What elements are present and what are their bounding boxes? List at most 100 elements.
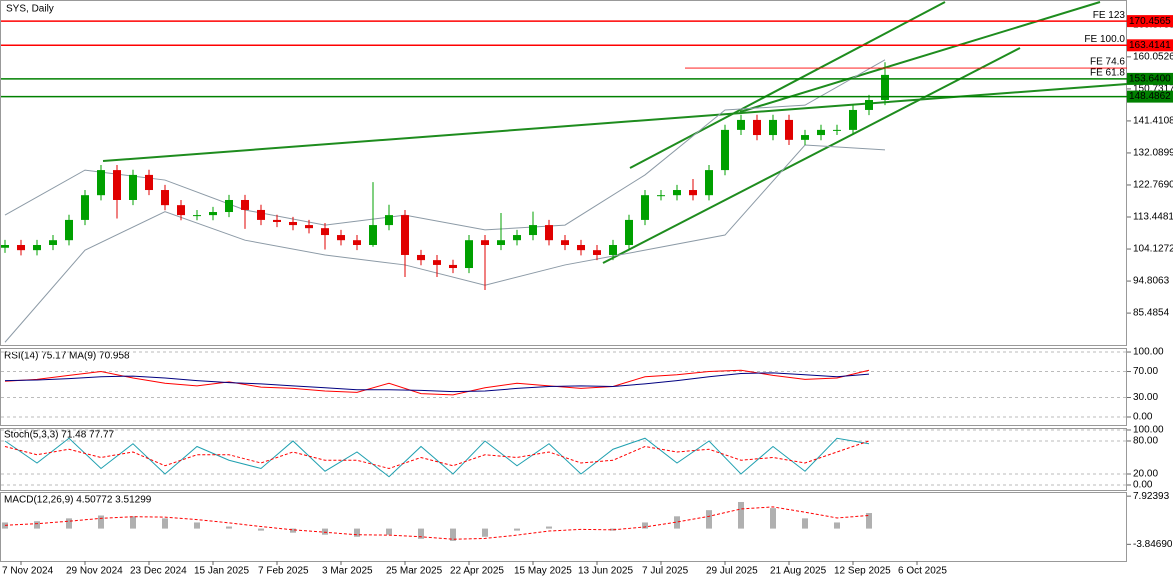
indicator-line <box>4 369 870 396</box>
candle-body <box>353 240 361 246</box>
level-label: 148.4862 <box>1129 91 1171 102</box>
panel-title: RSI(14) 75.17 MA(9) 70.958 <box>4 351 130 362</box>
candle-body <box>113 170 121 200</box>
macd-bar <box>770 508 776 529</box>
macd-bar <box>322 528 328 535</box>
y-tick-label: 100.00 <box>1133 347 1164 358</box>
macd-bar <box>418 528 424 539</box>
rsi-panel <box>0 348 1127 426</box>
y-tick-label: 141.4108 <box>1133 116 1173 127</box>
macd-bar <box>706 510 712 529</box>
candle-body <box>513 235 521 241</box>
trend-lines <box>102 1 1128 264</box>
macd-bar <box>34 521 40 529</box>
x-tick-label: 23 Dec 2024 <box>130 566 187 577</box>
y-tick-label: 85.4854 <box>1133 308 1170 319</box>
macd-bar <box>738 501 744 529</box>
x-tick-label: 15 Jan 2025 <box>194 566 249 577</box>
candle-body <box>289 221 297 226</box>
candle-body <box>97 170 105 196</box>
candle-body <box>833 129 841 131</box>
trend-line <box>602 47 1021 264</box>
y-tick-label: 7.92393 <box>1133 491 1170 502</box>
candle-body <box>161 190 169 206</box>
candle-body <box>81 195 89 220</box>
level-box <box>1127 15 1173 28</box>
bollinger-band <box>4 59 886 231</box>
candle-body <box>49 240 57 246</box>
candle-body <box>641 195 649 220</box>
macd-bar <box>866 513 872 529</box>
candle-body <box>577 245 585 251</box>
trend-line <box>629 1 946 169</box>
candle-body <box>225 199 233 213</box>
y-tick-label: 132.0899 <box>1133 148 1173 159</box>
x-tick-label: 13 Jun 2025 <box>578 566 633 577</box>
indicator-line <box>4 440 870 470</box>
candle-body <box>65 219 73 241</box>
level-box <box>1127 39 1173 52</box>
macd-bar <box>482 528 488 537</box>
candle-body <box>625 219 633 246</box>
y-tick-label: 80.00 <box>1133 436 1158 447</box>
x-tick-label: 21 Aug 2025 <box>770 566 827 577</box>
candle-body <box>17 245 25 251</box>
macd-bar <box>610 528 616 531</box>
candle-body <box>689 190 697 196</box>
candle-body <box>881 74 889 100</box>
candle-body <box>737 119 745 130</box>
chart-title: SYS, Daily <box>6 4 54 15</box>
level-box <box>1127 90 1173 103</box>
level-label: 170.4565 <box>1129 16 1171 27</box>
y-tick-label: 0.00 <box>1133 412 1153 423</box>
candle-body <box>337 235 345 241</box>
indicator-line <box>4 372 870 393</box>
candle-body <box>1 245 9 248</box>
candle-body <box>705 170 713 196</box>
candle-body <box>753 119 761 136</box>
candle-body <box>497 240 505 246</box>
candle-body <box>849 109 857 130</box>
y-tick-label: -3.84690 <box>1133 539 1173 550</box>
trend-line <box>739 1 1101 113</box>
panel-title: MACD(12,26,9) 4.50772 3.51299 <box>4 495 152 506</box>
candle-body <box>561 240 569 246</box>
candle-body <box>721 129 729 171</box>
x-tick-label: 29 Nov 2024 <box>66 566 123 577</box>
level-label: 153.6400 <box>1129 74 1171 85</box>
macd-bar <box>2 522 8 529</box>
macd-bar <box>290 528 296 533</box>
macd-bar <box>130 516 136 529</box>
trend-line <box>102 83 1128 162</box>
candle-body <box>273 219 281 222</box>
indicator-line <box>4 437 870 478</box>
macd-bar <box>354 528 360 537</box>
y-tick-label: 113.4481 <box>1133 212 1173 223</box>
x-tick-label: 15 May 2025 <box>514 566 572 577</box>
candle-body <box>865 99 873 110</box>
candle-body <box>449 264 457 269</box>
candle-body <box>257 209 265 220</box>
candle-body <box>145 174 153 191</box>
y-tick-label: 94.8063 <box>1133 276 1170 287</box>
stoch-panel <box>0 428 1127 491</box>
bollinger-band <box>4 144 886 343</box>
panel-title: Stoch(5,3,3) 71.48 77.77 <box>4 430 115 441</box>
candle-body <box>129 174 137 200</box>
candle-body <box>305 225 313 229</box>
candle-body <box>465 240 473 269</box>
macd-bar <box>834 522 840 529</box>
macd-panel <box>0 492 1127 562</box>
y-tick-label: 30.00 <box>1133 392 1158 403</box>
candle-body <box>433 260 441 265</box>
candle-body <box>593 250 601 255</box>
candle-body <box>209 212 217 216</box>
x-tick-label: 6 Oct 2025 <box>898 566 947 577</box>
level-label: 163.4141 <box>1129 40 1171 51</box>
level-box <box>1127 72 1173 85</box>
x-tick-label: 7 Feb 2025 <box>258 566 309 577</box>
candle-body <box>401 215 409 255</box>
macd-bar <box>386 528 392 535</box>
macd-bar <box>194 522 200 529</box>
